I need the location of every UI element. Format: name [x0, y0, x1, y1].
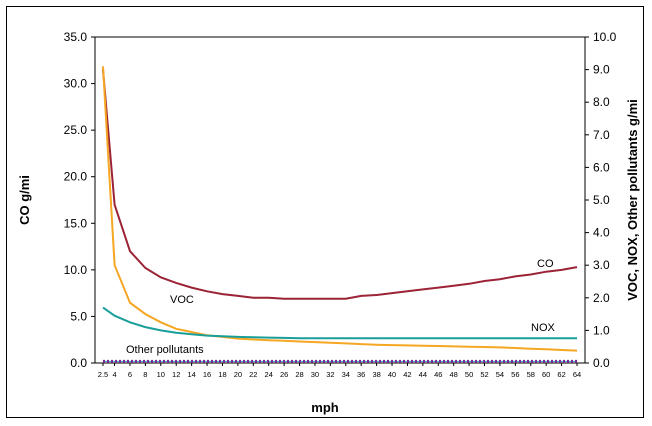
series-label-voc: VOC: [170, 294, 194, 306]
y-right-tick-label: 10.0: [593, 30, 617, 44]
x-tick-label: 42: [403, 370, 411, 379]
x-tick-label: 24: [265, 370, 273, 379]
y-axis-right-title: VOC, NOX, Other pollutants g/mi: [625, 99, 640, 301]
series-line-nox: [102, 306, 577, 340]
y-right-tick-label: 3.0: [593, 258, 610, 272]
x-tick-label: 32: [326, 370, 334, 379]
series-label-other-pollutants: Other pollutants: [126, 344, 204, 356]
y-right-tick-label: 5.0: [593, 193, 610, 207]
series-line-voc: [102, 66, 578, 352]
x-axis-title: mph: [311, 400, 339, 415]
x-tick-label: 62: [557, 370, 565, 379]
x-tick-label: 56: [511, 370, 519, 379]
x-tick-label: 12: [172, 370, 180, 379]
x-tick-label: 44: [419, 370, 427, 379]
x-tick-label: 34: [342, 370, 350, 379]
x-tick-label: 6: [128, 370, 132, 379]
x-tick-label: 60: [542, 370, 550, 379]
y-axis-right: 0.0 1.0 2.0 3.0 4.0 5.0 6.0 7.0 8.0 9.0 10.0: [585, 30, 617, 370]
x-tick-label: 46: [434, 370, 442, 379]
x-tick-label: 18: [218, 370, 226, 379]
series-labels: CO VOC NOX Other pollutants: [126, 258, 556, 356]
y-left-tick-label: 15.0: [64, 216, 88, 230]
y-right-tick-label: 2.0: [593, 291, 610, 305]
y-left-tick-label: 0.0: [70, 356, 87, 370]
x-tick-label: 30: [311, 370, 319, 379]
x-tick-label: 4: [112, 370, 116, 379]
x-tick-label: 2.5: [98, 370, 108, 379]
x-tick-label: 26: [280, 370, 288, 379]
x-tick-label: 14: [187, 370, 195, 379]
x-tick-label: 16: [203, 370, 211, 379]
y-right-tick-label: 6.0: [593, 160, 610, 174]
y-left-tick-label: 5.0: [70, 309, 87, 323]
plot-border: [94, 36, 586, 364]
x-tick-label: 36: [357, 370, 365, 379]
x-tick-label: 22: [249, 370, 257, 379]
y-left-tick-label: 25.0: [64, 123, 88, 137]
series-line-co: [102, 69, 578, 300]
x-tick-label: 50: [465, 370, 473, 379]
y-left-tick-label: 30.0: [64, 77, 88, 91]
y-right-tick-label: 7.0: [593, 128, 610, 142]
x-tick-label: 64: [573, 370, 581, 379]
y-left-tick-label: 10.0: [64, 263, 88, 277]
y-right-tick-label: 4.0: [593, 226, 610, 240]
x-tick-label: 10: [157, 370, 165, 379]
y-axis-left-title: CO g/mi: [17, 175, 32, 225]
x-tick-label: 54: [496, 370, 504, 379]
plot-area: [94, 36, 586, 364]
chart-frame: 0.0 5.0 10.0 15.0 20.0 25.0 30.0 35.0 0.0 1.0 2.0…: [6, 6, 644, 418]
x-tick-label: 28: [295, 370, 303, 379]
y-axis-left: 0.0 5.0 10.0 15.0 20.0 25.0 30.0 35.0: [64, 30, 95, 370]
x-axis: 2.5 4 6 8 10 12 14 16 18 20 22 24 26 28 30 32 34 36 38 40 42…: [98, 363, 581, 379]
x-tick-label: 58: [527, 370, 535, 379]
y-left-tick-label: 20.0: [64, 170, 88, 184]
series-label-co: CO: [537, 258, 554, 270]
x-tick-label: 38: [372, 370, 380, 379]
x-tick-label: 48: [450, 370, 458, 379]
line-chart: 0.0 5.0 10.0 15.0 20.0 25.0 30.0 35.0 0.0 1.0 2.0…: [17, 30, 640, 415]
y-left-tick-label: 35.0: [64, 30, 88, 44]
y-right-tick-label: 9.0: [593, 63, 610, 77]
x-tick-label: 20: [234, 370, 242, 379]
series-label-nox: NOX: [531, 322, 556, 334]
y-right-tick-label: 0.0: [593, 356, 610, 370]
x-tick-label: 40: [388, 370, 396, 379]
x-tick-label: 52: [480, 370, 488, 379]
y-right-tick-label: 8.0: [593, 95, 610, 109]
series-lines: [102, 66, 578, 363]
x-tick-label: 8: [143, 370, 147, 379]
y-right-tick-label: 1.0: [593, 323, 610, 337]
